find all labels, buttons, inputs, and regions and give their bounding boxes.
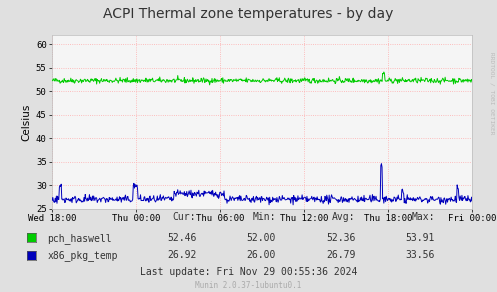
Text: 26.92: 26.92 [167, 251, 196, 260]
Text: 52.46: 52.46 [167, 233, 196, 243]
Text: ACPI Thermal zone temperatures - by day: ACPI Thermal zone temperatures - by day [103, 7, 394, 21]
Text: 52.36: 52.36 [326, 233, 355, 243]
Text: 26.00: 26.00 [247, 251, 276, 260]
Text: Last update: Fri Nov 29 00:55:36 2024: Last update: Fri Nov 29 00:55:36 2024 [140, 267, 357, 277]
Y-axis label: Celsius: Celsius [22, 103, 32, 140]
Text: pch_haswell: pch_haswell [47, 233, 112, 244]
Text: 52.00: 52.00 [247, 233, 276, 243]
Text: 53.91: 53.91 [406, 233, 435, 243]
Text: x86_pkg_temp: x86_pkg_temp [47, 251, 118, 261]
Text: Cur:: Cur: [173, 213, 196, 223]
Text: 26.79: 26.79 [326, 251, 355, 260]
Text: Avg:: Avg: [332, 213, 355, 223]
Text: Max:: Max: [412, 213, 435, 223]
Text: RRDTOOL / TOBI OETIKER: RRDTOOL / TOBI OETIKER [490, 52, 495, 135]
Text: Munin 2.0.37-1ubuntu0.1: Munin 2.0.37-1ubuntu0.1 [195, 281, 302, 291]
Text: 33.56: 33.56 [406, 251, 435, 260]
Text: Min:: Min: [252, 213, 276, 223]
